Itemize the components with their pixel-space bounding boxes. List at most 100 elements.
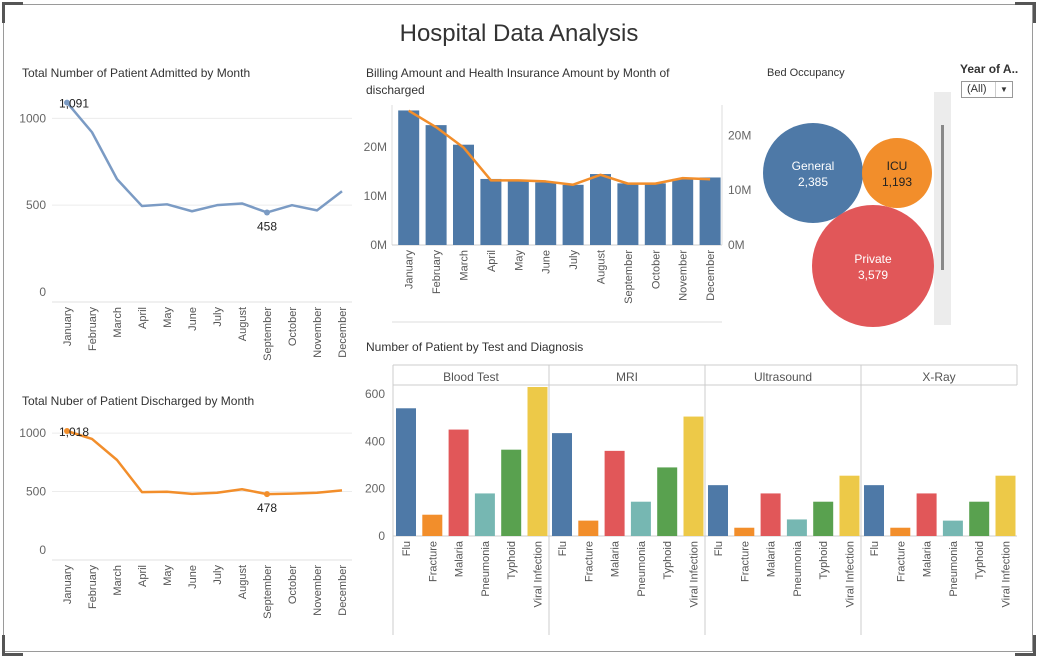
panel-header: Ultrasound [754, 370, 812, 384]
x-tick-label: Pneumonia [636, 540, 648, 597]
bar [422, 514, 443, 536]
bar [448, 429, 469, 536]
chevron-down-icon[interactable]: ▼ [995, 82, 1012, 97]
tests-bar-chart: Blood Test MRI Ultrasound X-Ray 0 200 400 600 Fl… [365, 364, 1018, 635]
bar [527, 387, 548, 536]
y-tick-label: 400 [365, 434, 385, 448]
bar [578, 520, 599, 536]
x-tick-label: February [87, 565, 99, 610]
y-tick-label: 1000 [19, 426, 46, 440]
y-tick-label: 1000 [19, 111, 46, 125]
bar [760, 493, 781, 536]
x-tick-label: June [187, 565, 199, 589]
bar [708, 485, 728, 536]
bubble-label: ICU [887, 159, 908, 173]
x-tick-label: September [262, 565, 274, 619]
bubble-label: General [792, 159, 835, 173]
bar [864, 485, 884, 536]
bubble-scrollbar-thumb[interactable] [941, 125, 944, 270]
bar [942, 520, 963, 536]
admitted-chart-title: Total Number of Patient Admitted by Mont… [22, 66, 251, 80]
bar [604, 450, 625, 536]
x-tick-label: Typhoid [974, 541, 986, 580]
x-tick-label: Fracture [739, 541, 751, 582]
x-tick-label: Pneumonia [792, 540, 804, 597]
bar [672, 178, 694, 245]
year-filter-select[interactable]: (All) ▼ [961, 81, 1013, 98]
page-title: Hospital Data Analysis [399, 20, 639, 47]
bar [552, 433, 572, 536]
year-filter-value: (All) [967, 83, 987, 95]
x-tick-label: October [287, 565, 299, 604]
bar [535, 182, 557, 245]
x-tick-label: Malaria [610, 540, 622, 577]
bar [474, 493, 495, 536]
panel-header: X-Ray [922, 370, 955, 384]
y-tick-label: 500 [26, 198, 46, 212]
x-tick-label: February [87, 307, 99, 352]
x-tick-label: January [404, 250, 416, 290]
x-tick-label: May [513, 250, 525, 271]
discharged-line-chart: 0 500 1000 January February March April May June… [19, 425, 352, 619]
y-tick-label: 0 [39, 285, 46, 299]
corner-marker-top-left [2, 2, 23, 23]
bar [813, 501, 834, 536]
x-tick-label: Viral Infection [1001, 541, 1013, 607]
billing-chart-title: Billing Amount and Health Insurance Amou… [366, 66, 670, 97]
bar [617, 183, 639, 245]
y-tick-label: 600 [365, 387, 385, 401]
series-line [66, 429, 343, 496]
bar [630, 501, 651, 536]
year-filter-label: Year of A.. [960, 62, 1019, 76]
x-tick-label: September [623, 250, 635, 304]
x-tick-label: June [541, 250, 553, 274]
x-tick-label: April [137, 565, 149, 587]
bar [916, 493, 937, 536]
bubble [862, 138, 932, 208]
x-tick-label: Malaria [454, 540, 466, 577]
x-tick-label: May [162, 307, 174, 328]
occupancy-chart-title: Bed Occupancy [767, 67, 845, 79]
data-label: 478 [257, 501, 277, 515]
bar [995, 475, 1016, 536]
bar [562, 184, 584, 245]
bar [699, 177, 721, 245]
x-tick-label: December [337, 307, 349, 358]
bar [501, 449, 522, 536]
x-tick-label: Typhoid [506, 541, 518, 580]
x-tick-label: September [262, 307, 274, 361]
bar [396, 408, 416, 536]
bar [969, 501, 990, 536]
x-tick-label: April [137, 307, 149, 329]
x-tick-label: Fracture [895, 541, 907, 582]
occupancy-bubble-chart: General 2,385 ICU 1,193 Private 3,579 [763, 123, 934, 327]
y-tick-label-left: 0M [370, 238, 387, 252]
corner-marker-top-right [1015, 2, 1036, 23]
x-tick-label: October [287, 307, 299, 346]
data-label: 458 [257, 219, 277, 233]
y-tick-label-left: 20M [364, 140, 387, 154]
panel-header: MRI [616, 370, 638, 384]
bubble-value: 2,385 [798, 175, 828, 189]
x-tick-label: Typhoid [818, 541, 830, 580]
x-tick-label: November [312, 565, 324, 616]
x-tick-label: Typhoid [662, 541, 674, 580]
x-tick-label: March [112, 565, 124, 596]
y-tick-label: 0 [378, 529, 385, 543]
data-label: 1,091 [59, 97, 89, 111]
x-tick-label: November [678, 250, 690, 301]
x-tick-label: March [112, 307, 124, 338]
bar [734, 527, 755, 536]
y-tick-label-right: 0M [728, 238, 745, 252]
bubble-value: 1,193 [882, 175, 912, 189]
y-tick-label-right: 20M [728, 128, 751, 142]
x-tick-label: March [459, 250, 471, 281]
discharged-chart-title: Total Nuber of Patient Discharged by Mon… [22, 394, 255, 408]
x-tick-label: December [337, 565, 349, 616]
data-point-marker [64, 428, 70, 434]
x-tick-label: May [162, 565, 174, 586]
corner-marker-bottom-left [2, 635, 23, 656]
x-tick-label: Flu [557, 541, 569, 556]
x-tick-label: August [237, 307, 249, 341]
x-tick-label: February [431, 250, 443, 295]
